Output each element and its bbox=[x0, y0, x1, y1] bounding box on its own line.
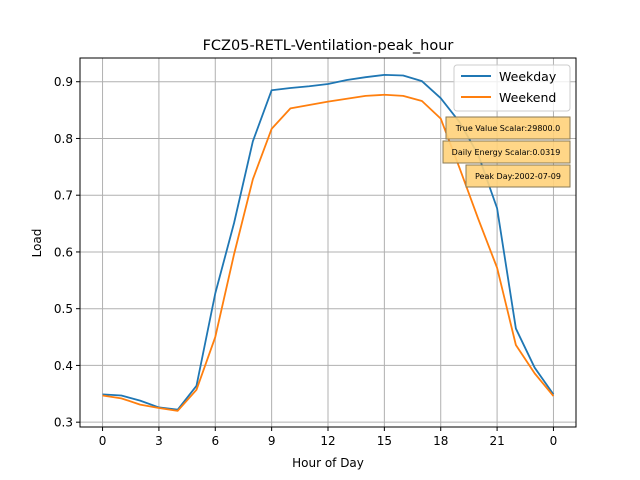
y-tick-label: 0.5 bbox=[54, 302, 73, 316]
y-axis-label: Load bbox=[30, 229, 44, 258]
x-tick-label: 0 bbox=[99, 434, 107, 448]
legend-label-weekday: Weekday bbox=[499, 69, 557, 84]
annotation-box-daily-energy bbox=[442, 140, 571, 164]
annotation-true-value-scalar: True Value Scalar:29800.0 bbox=[455, 124, 560, 133]
axis-ticks: 0 3 6 9 12 15 18 21 0 0.3 0.4 0.5 0.6 0.7 0.8 0.9 bbox=[54, 75, 557, 448]
x-tick-label: 15 bbox=[377, 434, 392, 448]
x-tick-label: 12 bbox=[320, 434, 335, 448]
y-tick-label: 0.3 bbox=[54, 416, 73, 430]
y-tick-label: 0.7 bbox=[54, 189, 73, 203]
y-tick-label: 0.9 bbox=[54, 75, 73, 89]
x-tick-label: 0 bbox=[550, 434, 558, 448]
x-tick-label: 6 bbox=[211, 434, 219, 448]
series-line-weekend bbox=[102, 93, 555, 412]
y-tick-label: 0.6 bbox=[54, 245, 73, 259]
annotation-daily-energy-scalar: Daily Energy Scalar:0.0319 bbox=[452, 148, 561, 157]
y-tick-label: 0.4 bbox=[54, 359, 73, 373]
x-tick-label: 3 bbox=[155, 434, 163, 448]
x-tick-label: 9 bbox=[268, 434, 276, 448]
y-tick-label: 0.8 bbox=[54, 132, 73, 146]
legend: Weekday Weekend bbox=[453, 64, 571, 112]
chart-title: FCZ05-RETL-Ventilation-peak_hour bbox=[203, 38, 454, 54]
annotation-peak-day: Peak Day:2002-07-09 bbox=[475, 172, 561, 181]
legend-label-weekend: Weekend bbox=[499, 90, 556, 105]
x-axis-label: Hour of Day bbox=[292, 456, 364, 470]
x-tick-label: 18 bbox=[433, 434, 448, 448]
x-tick-label: 21 bbox=[489, 434, 504, 448]
annotation-box-peak-day bbox=[465, 164, 571, 188]
annotations: True Value Scalar:29800.0 Daily Energy S… bbox=[442, 116, 571, 188]
annotation-box-true-value bbox=[445, 116, 571, 140]
